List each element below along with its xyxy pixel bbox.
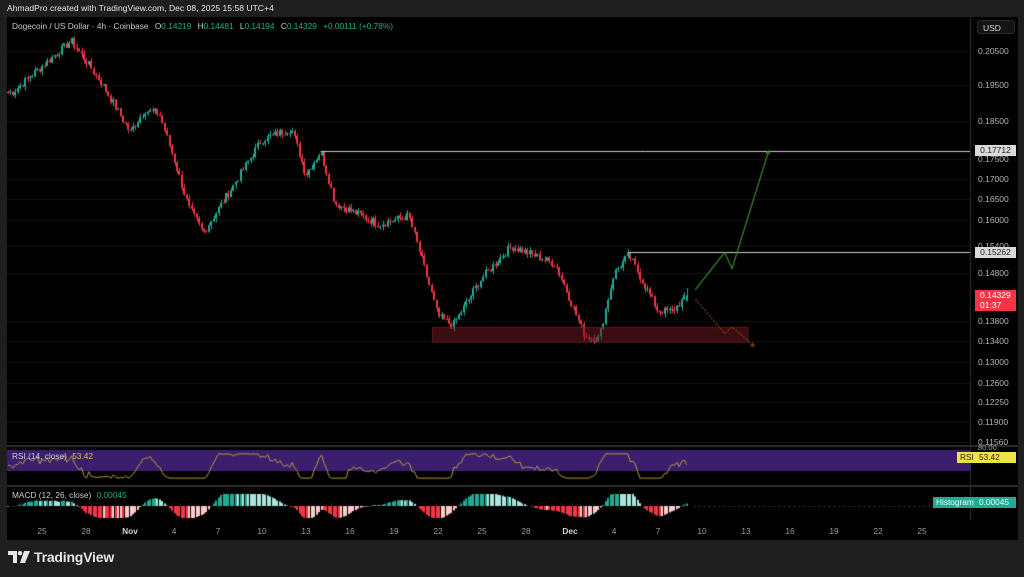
- time-tick: 7: [215, 526, 221, 536]
- symbol-title: Dogecoin / US Dollar · 4h · Coinbase: [12, 21, 149, 31]
- price-tick: 0.17000: [978, 173, 1009, 184]
- close-value: 0.14329: [286, 21, 317, 31]
- price-tick: 0.15400: [978, 241, 1009, 251]
- histogram-axis-value: 0.00045: [976, 497, 1016, 508]
- price-tick: 0.11900: [978, 416, 1009, 427]
- bar-countdown: 01:37: [980, 299, 1002, 310]
- histogram-badge: Histogram: [933, 497, 977, 508]
- level-label-lower: 0.15262: [975, 246, 1016, 258]
- time-tick: 16: [785, 526, 795, 536]
- time-tick: 25: [477, 526, 487, 536]
- time-tick: Nov: [122, 526, 138, 536]
- time-tick: 28: [81, 526, 91, 536]
- time-tick: 19: [389, 526, 399, 536]
- price-tick: 0.20500: [978, 46, 1009, 56]
- time-tick: 22: [433, 526, 443, 536]
- time-tick: 13: [741, 526, 751, 536]
- price-tick: 0.11560: [978, 436, 1009, 447]
- level-label-upper: 0.17712: [975, 145, 1016, 157]
- time-tick: Dec: [562, 526, 578, 536]
- time-tick: 4: [171, 526, 177, 536]
- rsi-title: RSI (14, close): [12, 451, 67, 461]
- price-tick: 0.18500: [978, 116, 1009, 127]
- time-tick: 28: [521, 526, 531, 536]
- time-tick: 22: [873, 526, 883, 536]
- change-value: +0.00111 (+0.78%): [323, 21, 393, 31]
- time-tick: 10: [257, 526, 267, 536]
- open-value: 0.14219: [161, 21, 192, 31]
- time-tick: 13: [301, 526, 311, 536]
- time-tick: 4: [611, 526, 617, 536]
- price-tick: 0.16500: [978, 194, 1009, 205]
- macd-title: MACD (12, 26, close): [12, 490, 92, 500]
- rsi-badge: RSI: [957, 452, 977, 463]
- price-tick: 0.12600: [978, 377, 1009, 388]
- symbol-legend: Dogecoin / US Dollar · 4h · Coinbase O0.…: [12, 21, 393, 31]
- time-tick: 25: [37, 526, 47, 536]
- time-tick: 25: [917, 526, 927, 536]
- last-price-label: 0.14329 01:37: [975, 289, 1016, 311]
- brand-name: TradingView: [34, 549, 115, 565]
- price-tick: 0.17500: [978, 153, 1009, 164]
- price-tick: 0.13400: [978, 336, 1009, 346]
- rsi-upper-tick: 80.00: [978, 443, 997, 452]
- rsi-value: 53.42: [72, 451, 93, 461]
- price-tick: 0.16000: [978, 215, 1009, 226]
- macd-legend: MACD (12, 26, close) 0.00045: [12, 490, 127, 500]
- high-value: 0.14481: [203, 21, 234, 31]
- tradingview-logo-icon: [8, 551, 30, 563]
- low-value: 0.14194: [244, 21, 275, 31]
- price-tick: 0.14800: [978, 268, 1009, 279]
- last-price-value: 0.14329: [980, 289, 1011, 300]
- price-tick: 0.13000: [978, 356, 1009, 367]
- time-tick: 16: [345, 526, 355, 536]
- tradingview-logo[interactable]: TradingView: [8, 549, 114, 565]
- time-tick: 19: [829, 526, 839, 536]
- time-tick: 10: [697, 526, 707, 536]
- time-tick: 7: [655, 526, 661, 536]
- price-tick: 0.19500: [978, 80, 1009, 91]
- price-tick: 0.12250: [978, 397, 1009, 408]
- currency-button[interactable]: USD: [977, 20, 1015, 34]
- rsi-legend: RSI (14, close) 53.42: [12, 451, 93, 461]
- macd-value: 0.00045: [96, 490, 127, 500]
- rsi-axis-value: 53.42: [976, 452, 1016, 463]
- price-tick: 0.13800: [978, 315, 1009, 326]
